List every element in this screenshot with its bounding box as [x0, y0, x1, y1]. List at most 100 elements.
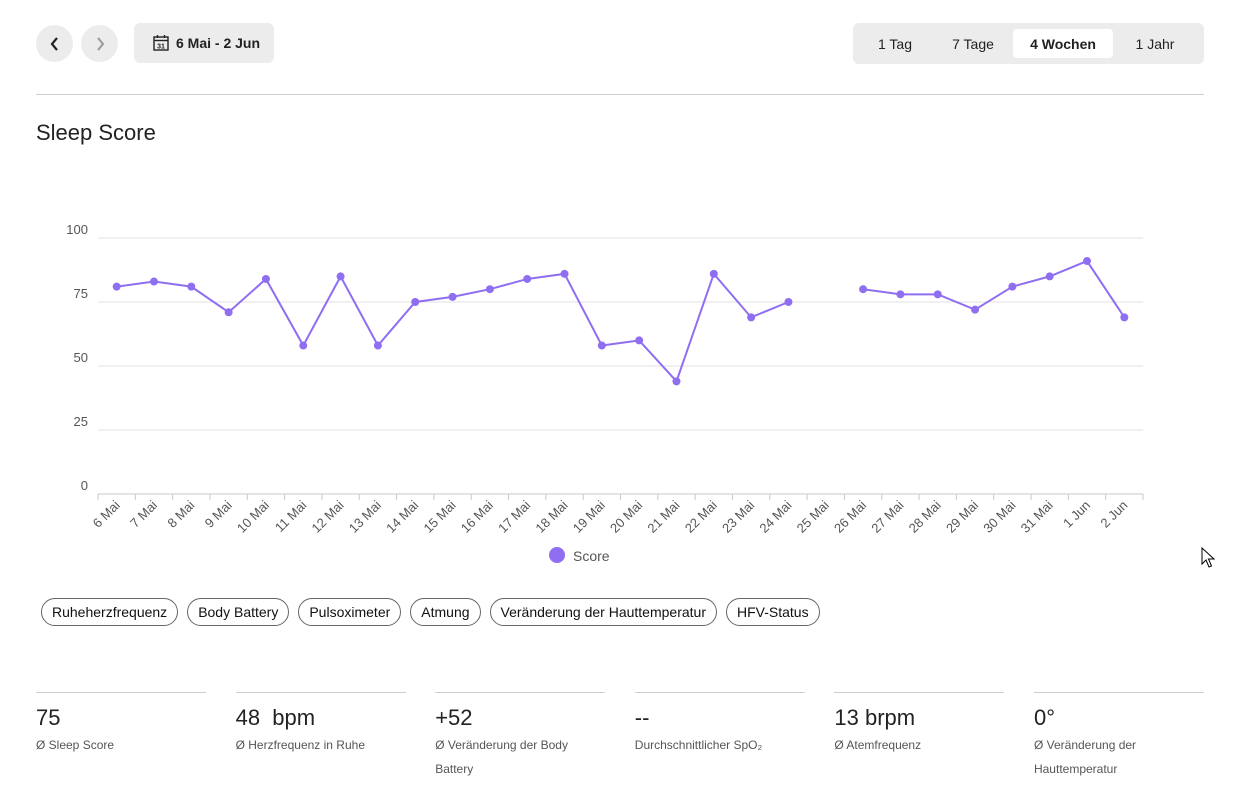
- y-tick-label: 25: [74, 414, 88, 429]
- data-point: [1045, 272, 1054, 281]
- series-line: [116, 271, 789, 384]
- x-tick-label: 9 Mai: [202, 497, 235, 530]
- date-range-picker[interactable]: 31 6 Mai - 2 Jun: [134, 23, 275, 63]
- data-point: [523, 274, 532, 283]
- data-point: [261, 274, 270, 283]
- x-tick-label: 11 Mai: [272, 497, 310, 535]
- x-tick-label: 27 Mai: [868, 497, 906, 535]
- data-point: [896, 290, 905, 299]
- x-tick-label: 20 Mai: [607, 497, 645, 535]
- x-tick-label: 10 Mai: [234, 497, 272, 535]
- x-tick-label: 21 Mai: [644, 497, 682, 535]
- stat-label: Ø Veränderung der Hauttemperatur: [1033, 738, 1137, 776]
- x-tick-label: 29 Mai: [943, 497, 981, 535]
- x-tick-label: 7 Mai: [127, 497, 160, 530]
- data-point: [373, 341, 382, 350]
- data-point: [299, 341, 308, 350]
- data-point: [411, 298, 420, 306]
- page-title: Sleep Score: [36, 120, 156, 145]
- stat-skin-temperature: 0° Ø Veränderung der Hauttemperatur: [1033, 692, 1204, 781]
- x-tick-label: 16 Mai: [458, 497, 496, 535]
- stat-value: +52: [435, 705, 473, 730]
- data-point: [149, 277, 158, 286]
- range-4-weeks[interactable]: 4 Wochen: [1013, 29, 1113, 58]
- chip-pulse-oximeter[interactable]: Pulsoximeter: [298, 598, 402, 626]
- x-tick-label: 28 Mai: [906, 497, 944, 535]
- range-1-year[interactable]: 1 Jahr: [1135, 35, 1175, 52]
- x-tick-label: 12 Mai: [309, 497, 347, 535]
- legend-marker: [549, 547, 565, 563]
- x-tick-label: 1 Jun: [1060, 498, 1093, 531]
- mouse-cursor-icon: [1201, 547, 1215, 568]
- stat-respiration: 13 brpm Ø Atemfrequenz: [834, 692, 1005, 781]
- data-point: [187, 282, 196, 291]
- range-1-day[interactable]: 1 Tag: [878, 35, 912, 52]
- x-tick-label: 25 Mai: [794, 497, 832, 535]
- data-point: [485, 285, 494, 294]
- metric-chips: Ruheherzfrequenz Body Battery Pulsoximet…: [41, 598, 820, 626]
- range-7-days[interactable]: 7 Tage: [952, 35, 994, 52]
- x-tick-label: 18 Mai: [532, 497, 570, 535]
- data-point: [560, 269, 569, 278]
- chip-resting-heart-rate[interactable]: Ruheherzfrequenz: [41, 598, 179, 626]
- data-point: [933, 290, 942, 299]
- data-point: [224, 308, 233, 317]
- data-point: [597, 341, 606, 350]
- chevron-right-icon: [96, 36, 104, 51]
- x-tick-label: 23 Mai: [719, 497, 757, 535]
- y-tick-label: 100: [66, 222, 88, 237]
- data-point: [747, 313, 756, 322]
- series-line: [862, 259, 1126, 318]
- stat-value: 0°: [1033, 705, 1056, 730]
- data-point: [448, 292, 457, 301]
- x-tick-label: 26 Mai: [831, 497, 869, 535]
- x-tick-label: 6 Mai: [90, 497, 123, 530]
- x-tick-label: 8 Mai: [164, 497, 197, 530]
- chip-respiration[interactable]: Atmung: [410, 598, 481, 626]
- stat-value: 48 bpm: [235, 705, 316, 730]
- data-point: [112, 282, 121, 291]
- data-point: [1008, 282, 1017, 291]
- data-point: [635, 336, 644, 345]
- svg-text:31: 31: [157, 43, 165, 50]
- x-tick-label: 2 Jun: [1097, 498, 1130, 531]
- stat-label: Ø Veränderung der Body Battery: [435, 738, 568, 776]
- data-point: [784, 298, 793, 306]
- legend-label: Score: [573, 548, 610, 564]
- stat-body-battery: +52 Ø Veränderung der Body Battery: [435, 692, 606, 781]
- stat-value: 13 brpm: [834, 705, 916, 730]
- chip-hrv-status[interactable]: HFV-Status: [725, 598, 820, 626]
- x-tick-label: 30 Mai: [980, 497, 1018, 535]
- time-range-selector: 1 Tag 7 Tage 4 Wochen 1 Jahr: [853, 23, 1204, 64]
- calendar-icon: 31: [153, 35, 169, 51]
- data-point: [859, 285, 868, 294]
- chip-skin-temperature[interactable]: Veränderung der Hauttemperatur: [489, 598, 717, 626]
- x-tick-label: 15 Mai: [420, 497, 458, 535]
- stat-label: Durchschnittlicher SpO₂: [634, 738, 763, 752]
- data-point: [672, 377, 681, 386]
- stat-value: --: [634, 705, 650, 730]
- header-divider: [36, 94, 1204, 95]
- x-tick-label: 22 Mai: [682, 497, 720, 535]
- x-tick-label: 14 Mai: [383, 497, 421, 535]
- stat-spo2: -- Durchschnittlicher SpO₂: [634, 692, 805, 781]
- stat-label: Ø Herzfrequenz in Ruhe: [235, 738, 365, 752]
- x-tick-label: 13 Mai: [346, 497, 384, 535]
- stat-label: Ø Atemfrequenz: [834, 738, 922, 752]
- data-point: [336, 272, 345, 281]
- x-tick-label: 31 Mai: [1018, 497, 1056, 535]
- x-tick-label: 17 Mai: [495, 497, 533, 535]
- x-tick-label: 24 Mai: [756, 497, 794, 535]
- stat-resting-heart-rate: 48 bpm Ø Herzfrequenz in Ruhe: [235, 692, 406, 781]
- summary-stats: 75 Ø Sleep Score 48 bpm Ø Herzfrequenz i…: [36, 692, 1204, 781]
- chip-body-battery[interactable]: Body Battery: [187, 598, 290, 626]
- y-tick-label: 0: [81, 478, 88, 493]
- data-point: [1120, 313, 1129, 322]
- data-point: [709, 269, 718, 278]
- next-period-button[interactable]: [81, 25, 118, 62]
- stat-sleep-score: 75 Ø Sleep Score: [36, 692, 206, 781]
- previous-period-button[interactable]: [36, 25, 73, 62]
- sleep-score-chart: 0 25 50 75 100 6 Mai 7 Mai 8 Mai 9 Mai 10 Mai 11 M…: [66, 222, 1144, 564]
- date-range-label: 6 Mai - 2 Jun: [176, 35, 261, 51]
- data-point: [1083, 257, 1092, 266]
